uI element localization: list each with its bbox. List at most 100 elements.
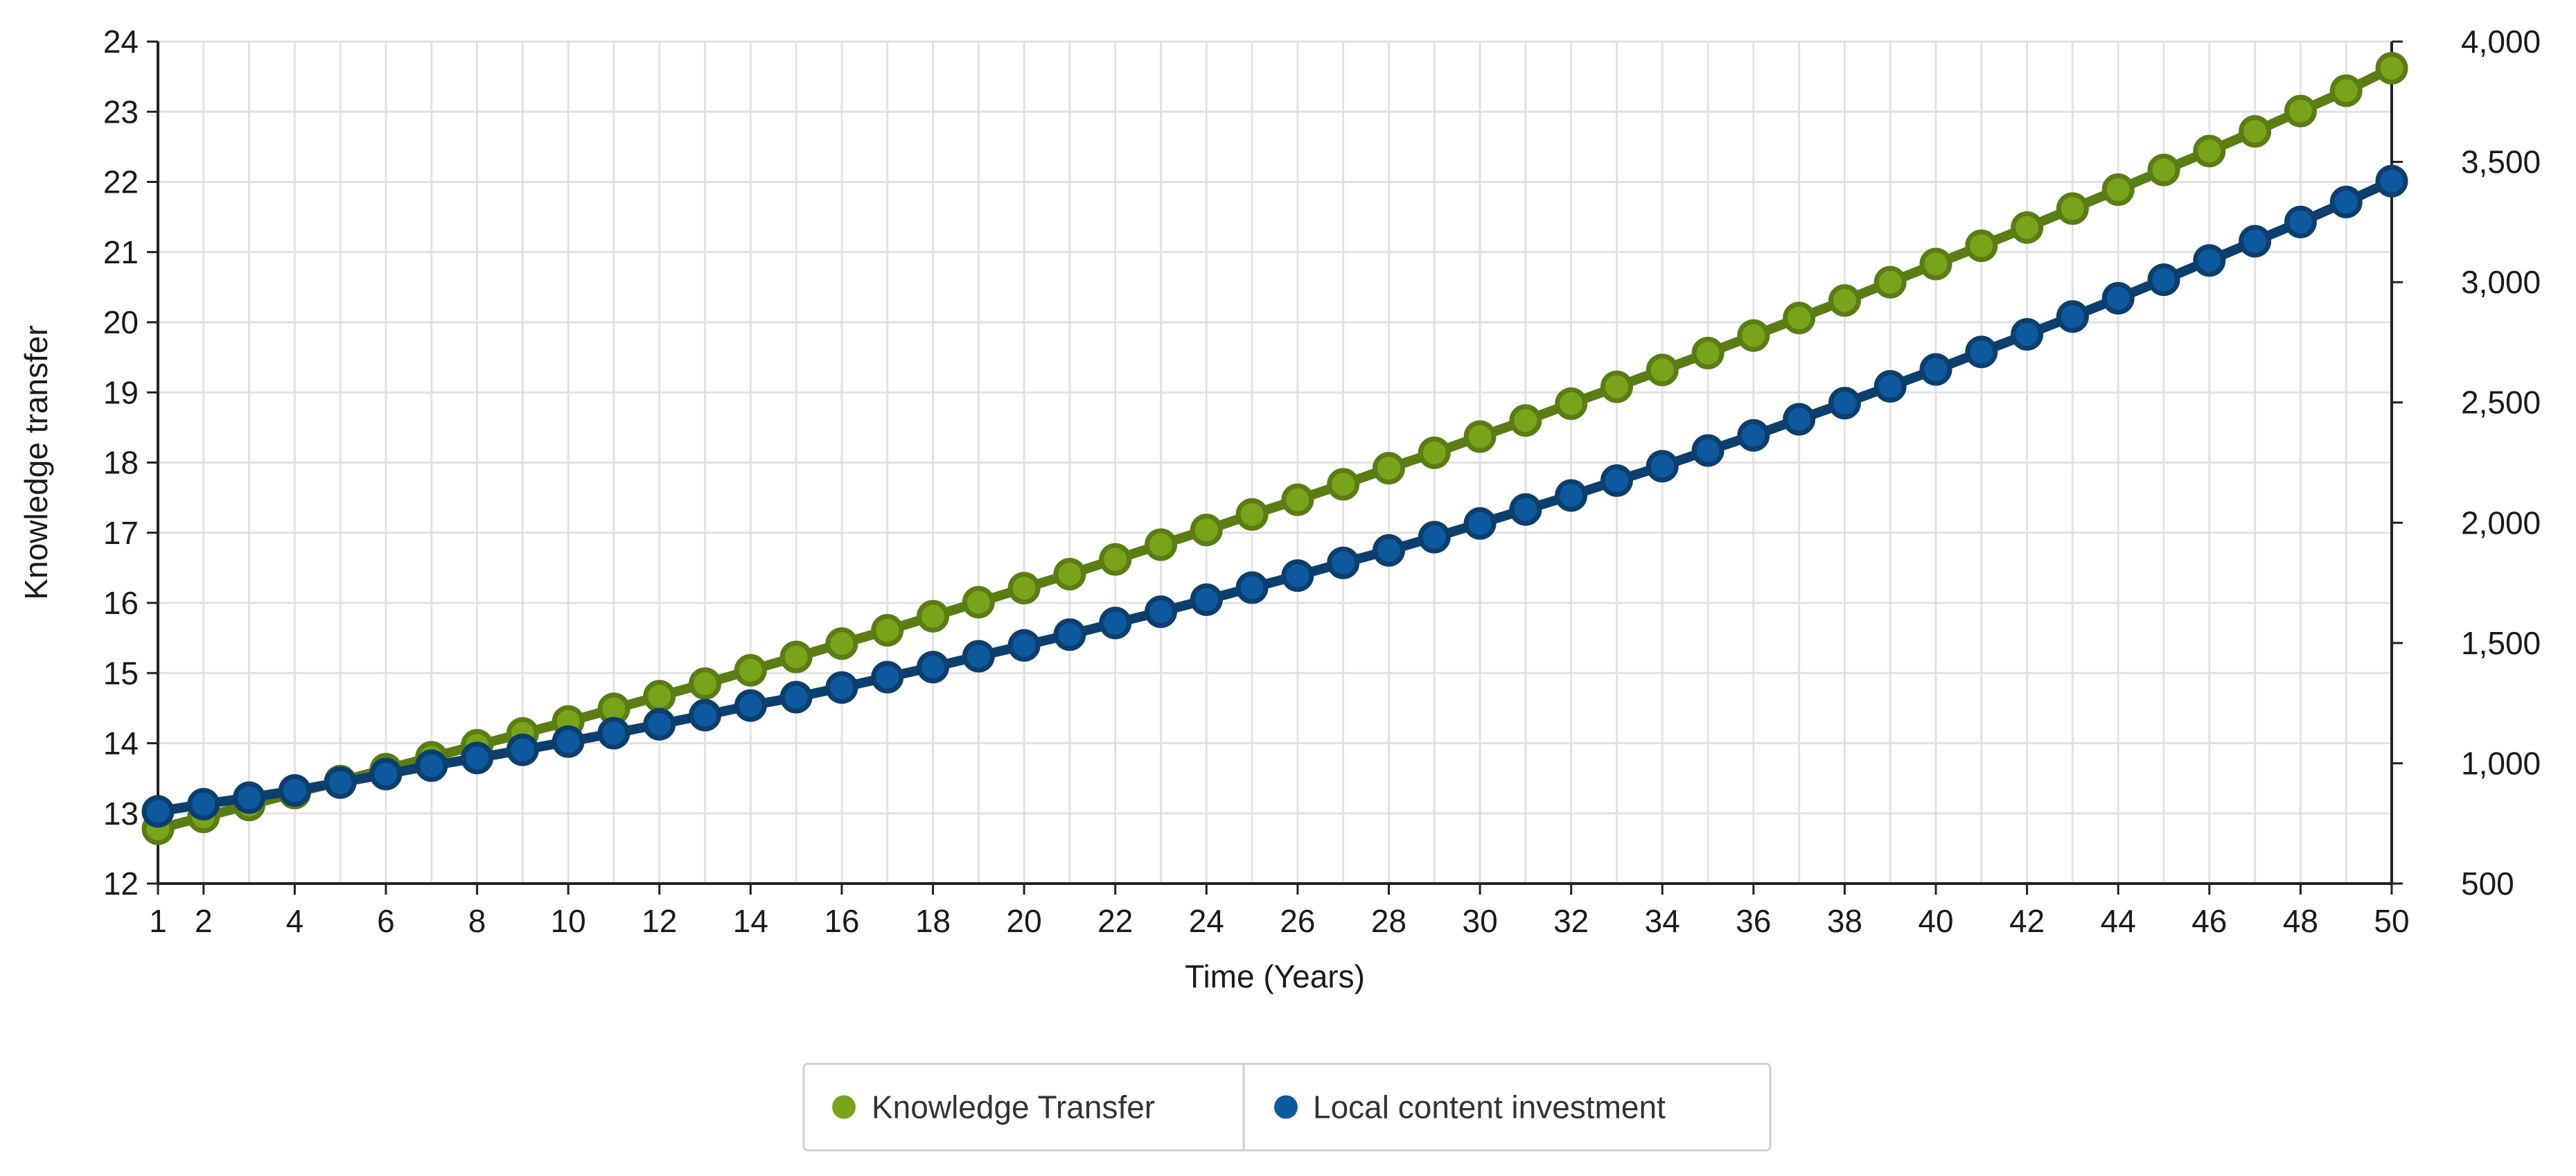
data-point-knowledge-transfer (1190, 514, 1223, 547)
data-point-local-content-investment (415, 749, 448, 782)
data-point-knowledge-transfer (1555, 387, 1588, 420)
data-point-local-content-investment (2147, 263, 2180, 297)
x-tick-label: 6 (377, 903, 395, 939)
x-tick-label: 14 (733, 903, 768, 939)
y-axis-right-ticks: 500 1,000 1,500 2,000 2,500 3,000 3,500 4,000 (2392, 24, 2541, 902)
data-point-local-content-investment (1053, 618, 1086, 651)
data-point-local-content-investment (506, 733, 539, 766)
x-tick-label: 24 (1189, 903, 1224, 939)
data-point-local-content-investment (1190, 583, 1223, 616)
data-point-local-content-investment (597, 717, 630, 750)
data-point-local-content-investment (962, 640, 995, 673)
x-tick-label: 42 (2009, 903, 2045, 939)
data-point-local-content-investment (1646, 450, 1679, 483)
data-point-knowledge-transfer (1418, 436, 1451, 469)
data-point-local-content-investment (461, 741, 494, 775)
data-point-knowledge-transfer (1828, 284, 1861, 317)
data-point-knowledge-transfer (2011, 211, 2044, 244)
data-point-knowledge-transfer (779, 640, 813, 674)
x-tick-label: 28 (1371, 903, 1406, 939)
x-tick-label: 20 (1007, 903, 1042, 939)
y2-tick-label: 1,000 (2461, 745, 2541, 781)
data-point-knowledge-transfer (1463, 420, 1497, 453)
data-point-knowledge-transfer (734, 653, 767, 687)
data-point-knowledge-transfer (825, 627, 858, 660)
y-axis-title: Knowledge transfer (18, 325, 54, 599)
x-tick-label: 38 (1827, 903, 1862, 939)
legend-marker-knowledge-transfer (832, 1095, 856, 1119)
data-point-knowledge-transfer (1737, 319, 1770, 352)
data-point-local-content-investment (2329, 186, 2363, 219)
data-point-local-content-investment (1600, 464, 1633, 498)
series-knowledge-transfer (141, 51, 2408, 845)
y-tick-label: 23 (103, 94, 139, 130)
data-point-knowledge-transfer (1372, 452, 1405, 485)
data-point-local-content-investment (1509, 493, 1542, 526)
y-axis-left-ticks: 12 13 14 15 16 17 18 19 20 21 22 23 24 (103, 24, 158, 902)
x-axis-title: Time (Years) (1185, 958, 1365, 994)
data-point-knowledge-transfer (1007, 572, 1041, 605)
data-point-local-content-investment (2101, 281, 2135, 315)
y-tick-label: 17 (103, 515, 139, 551)
y2-tick-label: 4,000 (2461, 24, 2541, 60)
data-point-knowledge-transfer (1919, 247, 1952, 281)
x-tick-label: 34 (1645, 903, 1680, 939)
x-tick-label: 12 (642, 903, 677, 939)
data-point-local-content-investment (779, 681, 813, 714)
data-point-local-content-investment (141, 795, 175, 828)
data-point-local-content-investment (1099, 606, 1132, 640)
x-tick-label: 1 (149, 903, 167, 939)
data-point-local-content-investment (1873, 369, 1907, 403)
data-point-local-content-investment (734, 689, 767, 722)
x-tick-label: 36 (1736, 903, 1771, 939)
y2-tick-label: 1,500 (2461, 625, 2541, 661)
series-layer (141, 51, 2408, 845)
data-point-knowledge-transfer (871, 613, 904, 647)
data-point-knowledge-transfer (1099, 543, 1132, 576)
data-point-local-content-investment (2193, 244, 2226, 277)
y-tick-label: 20 (103, 304, 139, 340)
data-point-local-content-investment (1372, 534, 1405, 567)
y-tick-label: 21 (103, 234, 139, 270)
data-point-local-content-investment (1007, 629, 1041, 662)
y-tick-label: 19 (103, 374, 139, 410)
data-point-local-content-investment (1783, 403, 1816, 436)
data-point-local-content-investment (552, 725, 585, 758)
legend: Knowledge Transfer Local content investm… (802, 1062, 1772, 1152)
legend-label-knowledge-transfer: Knowledge Transfer (872, 1089, 1155, 1125)
x-tick-label: 44 (2101, 903, 2136, 939)
y2-tick-label: 3,500 (2461, 144, 2541, 180)
x-tick-label: 30 (1462, 903, 1497, 939)
data-point-local-content-investment (1965, 335, 1998, 369)
data-point-local-content-investment (1281, 559, 1314, 593)
data-point-local-content-investment (1327, 546, 1360, 579)
series-local-content-investment (141, 164, 2408, 828)
data-point-knowledge-transfer (643, 680, 676, 713)
data-point-knowledge-transfer (1873, 265, 1907, 299)
y-tick-label: 15 (103, 655, 139, 691)
data-point-local-content-investment (187, 787, 220, 820)
data-point-knowledge-transfer (1783, 301, 1816, 335)
x-tick-label: 2 (195, 903, 213, 939)
data-point-local-content-investment (1463, 507, 1497, 540)
data-point-knowledge-transfer (1235, 498, 1269, 531)
data-point-local-content-investment (2011, 317, 2044, 351)
data-point-knowledge-transfer (2193, 134, 2226, 168)
x-tick-label: 40 (1918, 903, 1953, 939)
legend-marker-local-content-investment (1274, 1095, 1298, 1119)
data-point-local-content-investment (689, 699, 722, 732)
x-tick-label: 46 (2191, 903, 2227, 939)
data-point-knowledge-transfer (1053, 557, 1086, 590)
data-point-local-content-investment (1737, 419, 1770, 452)
y-tick-label: 13 (103, 796, 139, 832)
data-point-knowledge-transfer (2329, 74, 2363, 107)
data-point-local-content-investment (2284, 205, 2317, 238)
data-point-local-content-investment (825, 671, 858, 704)
data-point-knowledge-transfer (1646, 353, 1679, 387)
y-tick-label: 22 (103, 164, 139, 200)
data-point-local-content-investment (324, 766, 357, 799)
y-tick-label: 14 (103, 726, 139, 762)
data-point-knowledge-transfer (689, 667, 722, 700)
data-point-local-content-investment (2375, 164, 2408, 198)
